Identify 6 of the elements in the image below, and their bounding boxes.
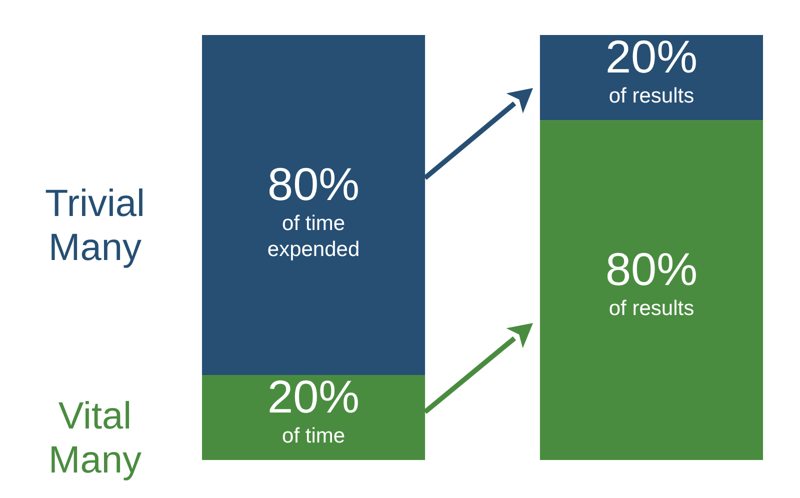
data-label: 20% of time <box>267 370 360 448</box>
data-label: 80% of results <box>605 243 698 320</box>
data-label: 20% of results <box>605 30 698 108</box>
series-label: Vital Many <box>48 396 142 482</box>
data-label: 80% of time expended <box>267 158 360 261</box>
series-label: Trivial Many <box>45 183 145 269</box>
